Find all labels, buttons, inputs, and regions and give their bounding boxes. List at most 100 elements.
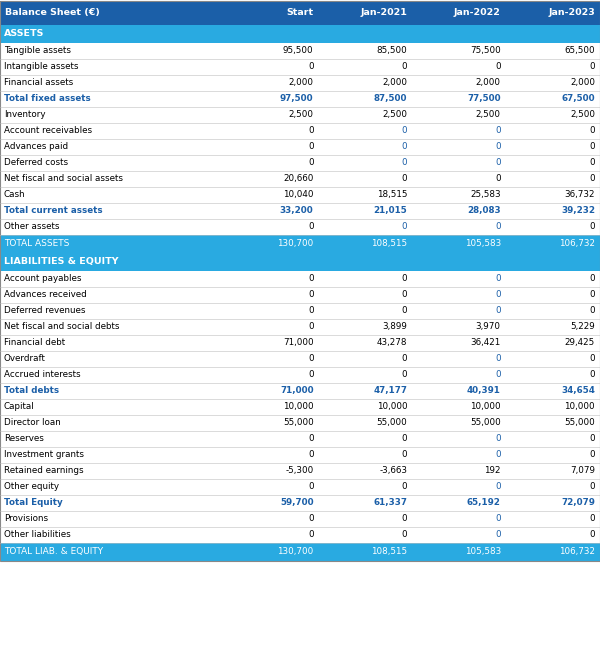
Text: 0: 0 [495,274,501,283]
Text: 0: 0 [589,62,595,71]
Text: Account payables: Account payables [4,274,82,283]
Text: Cash: Cash [4,190,26,199]
Text: 0: 0 [589,306,595,315]
Text: 97,500: 97,500 [280,94,314,103]
Text: ASSETS: ASSETS [4,29,44,38]
Text: 36,421: 36,421 [470,338,501,347]
Bar [0,334,600,351]
Text: 0: 0 [308,450,314,459]
Text: 0: 0 [308,482,314,491]
Text: Start: Start [286,8,314,17]
Text: 7,079: 7,079 [570,466,595,475]
Text: 10,000: 10,000 [565,402,595,411]
Text: 39,232: 39,232 [561,206,595,215]
Text: 0: 0 [401,354,407,363]
Text: 0: 0 [495,514,501,523]
Text: 18,515: 18,515 [377,190,407,199]
Text: 20,660: 20,660 [283,174,314,183]
Text: TOTAL ASSETS: TOTAL ASSETS [4,239,70,248]
Text: Jan-2021: Jan-2021 [361,8,407,17]
Bar [0,91,600,107]
Text: 0: 0 [308,222,314,231]
Text: Other equity: Other equity [4,482,59,491]
Bar [0,527,600,542]
Text: Account receivables: Account receivables [4,126,92,135]
Text: 0: 0 [308,126,314,135]
Text: 0: 0 [308,158,314,167]
Text: 10,000: 10,000 [377,402,407,411]
Text: Capital: Capital [4,402,35,411]
Bar [0,74,600,91]
Text: -3,663: -3,663 [379,466,407,475]
Bar [0,446,600,463]
Text: 0: 0 [495,434,501,443]
Text: 0: 0 [308,274,314,283]
Text: 95,500: 95,500 [283,46,314,55]
Text: 10,000: 10,000 [283,402,314,411]
Text: 0: 0 [308,62,314,71]
Text: 0: 0 [589,370,595,379]
Text: 55,000: 55,000 [564,418,595,427]
Text: 85,500: 85,500 [376,46,407,55]
Text: 130,700: 130,700 [277,547,314,556]
Text: 105,583: 105,583 [464,547,501,556]
Text: 33,200: 33,200 [280,206,314,215]
Text: 55,000: 55,000 [376,418,407,427]
Text: 0: 0 [495,306,501,315]
Text: 10,000: 10,000 [470,402,501,411]
Text: 0: 0 [401,434,407,443]
Bar [0,479,600,494]
Text: 0: 0 [308,530,314,539]
Text: 0: 0 [308,434,314,443]
Text: 0: 0 [589,126,595,135]
Text: Total Equity: Total Equity [4,498,63,507]
Bar [0,252,600,270]
Bar [0,171,600,186]
Text: 0: 0 [495,158,501,167]
Text: 10,040: 10,040 [283,190,314,199]
Text: 67,500: 67,500 [562,94,595,103]
Text: 0: 0 [401,126,407,135]
Text: 0: 0 [589,174,595,183]
Text: Other assets: Other assets [4,222,59,231]
Bar [0,58,600,74]
Text: 108,515: 108,515 [371,547,407,556]
Text: 2,500: 2,500 [289,110,314,119]
Text: 0: 0 [495,482,501,491]
Text: 105,583: 105,583 [464,239,501,248]
Bar [0,122,600,138]
Bar [0,318,600,334]
Text: 2,000: 2,000 [289,78,314,87]
Text: Jan-2022: Jan-2022 [454,8,501,17]
Text: TOTAL LIAB. & EQUITY: TOTAL LIAB. & EQUITY [4,547,103,556]
Bar [0,219,600,234]
Text: Retained earnings: Retained earnings [4,466,83,475]
Text: Deferred revenues: Deferred revenues [4,306,86,315]
Text: 65,192: 65,192 [467,498,501,507]
Text: Balance Sheet (€): Balance Sheet (€) [5,8,100,17]
Text: 108,515: 108,515 [371,239,407,248]
Text: 3,970: 3,970 [476,322,501,331]
Text: Accrued interests: Accrued interests [4,370,80,379]
Text: 59,700: 59,700 [280,498,314,507]
Text: 0: 0 [401,274,407,283]
Text: 0: 0 [589,290,595,299]
Text: 2,000: 2,000 [382,78,407,87]
Text: 0: 0 [401,142,407,151]
Text: 55,000: 55,000 [283,418,314,427]
Text: 36,732: 36,732 [565,190,595,199]
Text: 2,500: 2,500 [382,110,407,119]
Bar [0,399,600,415]
Text: 0: 0 [495,290,501,299]
Text: Advances received: Advances received [4,290,87,299]
Bar [0,1,600,560]
Text: 75,500: 75,500 [470,46,501,55]
Text: 0: 0 [589,482,595,491]
Bar [0,25,600,43]
Text: 25,583: 25,583 [470,190,501,199]
Text: 2,000: 2,000 [570,78,595,87]
Text: Total debts: Total debts [4,386,59,395]
Text: 0: 0 [308,306,314,315]
Text: 0: 0 [495,62,501,71]
Text: 34,654: 34,654 [561,386,595,395]
